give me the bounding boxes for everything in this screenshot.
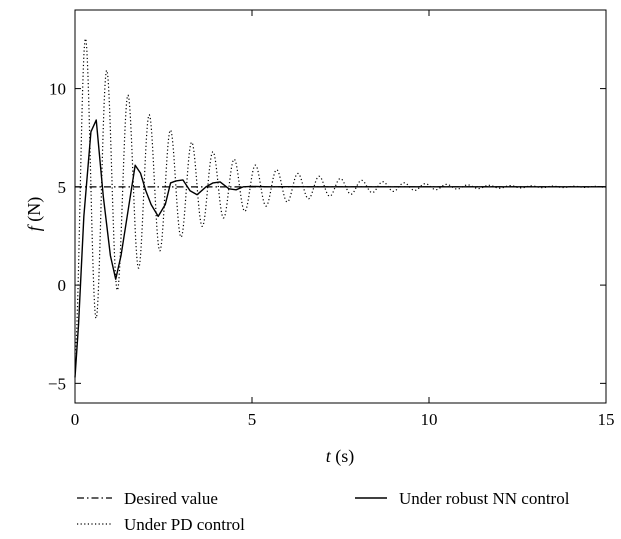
x-axis-symbol: t	[326, 446, 332, 466]
x-tick-label: 5	[248, 410, 257, 429]
y-axis-label: f (N)	[24, 197, 45, 232]
legend-label-desired: Desired value	[124, 489, 218, 508]
series-layer	[74, 38, 607, 378]
legend-item-desired: Desired value	[77, 489, 218, 508]
y-axis-unit: (N)	[24, 197, 45, 227]
legend-item-pd: Under PD control	[77, 515, 245, 534]
plot-area-frame	[74, 9, 607, 404]
x-tick-label: 0	[71, 410, 80, 429]
y-tick-label: −5	[48, 374, 66, 393]
legend: Desired value Under robust NN control Un…	[77, 489, 570, 534]
legend-label-robust-nn: Under robust NN control	[399, 489, 570, 508]
series-robust-nn-line	[74, 119, 606, 378]
y-tick-label: 5	[58, 178, 67, 197]
ticks-layer: 0 5 10 15 −5 0 5 10	[48, 10, 615, 429]
y-tick-label: 0	[58, 276, 67, 295]
x-axis-label: t (s)	[326, 446, 355, 467]
y-axis-symbol: f	[24, 223, 44, 231]
x-tick-label: 15	[598, 410, 615, 429]
legend-item-robust-nn: Under robust NN control	[355, 489, 570, 508]
series-pd-line	[74, 38, 607, 354]
legend-label-pd: Under PD control	[124, 515, 245, 534]
y-tick-label: 10	[49, 80, 66, 99]
x-tick-label: 10	[421, 410, 438, 429]
x-axis-unit: (s)	[331, 446, 355, 467]
